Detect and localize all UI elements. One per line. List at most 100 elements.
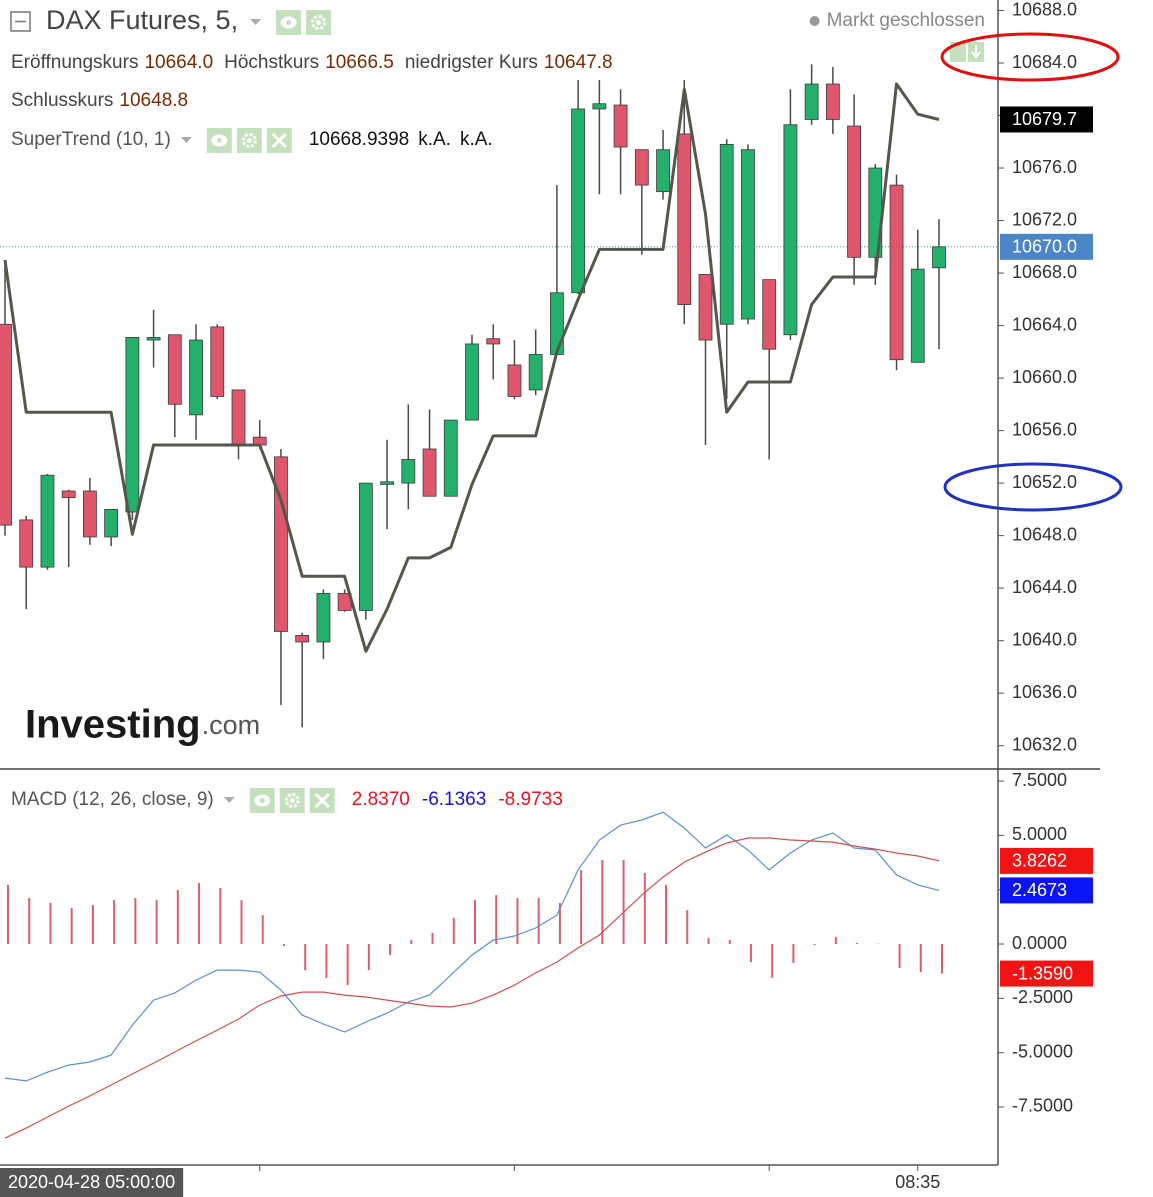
candle-body	[61, 490, 76, 498]
gear-hub	[289, 798, 295, 803]
y-tick-label: 0.0000	[1012, 933, 1067, 953]
y-tick-label: 10668.0	[1012, 262, 1077, 282]
gear-icon	[284, 793, 300, 808]
candle-body	[231, 389, 246, 446]
eye-pupil	[259, 798, 265, 803]
macd-line	[4, 837, 940, 1139]
legend-label: Schlusskurs	[11, 90, 113, 111]
indicator-button[interactable]	[206, 128, 232, 153]
red-highlight-ellipse	[940, 32, 1120, 82]
candle-body	[889, 184, 904, 361]
y-tick-label: 10648.0	[1012, 524, 1077, 544]
candle-body	[762, 279, 777, 350]
indicator-button[interactable]	[249, 788, 275, 813]
y-tick-label: 10652.0	[1012, 472, 1077, 492]
indicator-readout: k.A.	[418, 129, 451, 150]
price-label-box	[1000, 106, 1093, 133]
eye-pupil	[286, 20, 292, 25]
candle-body	[40, 474, 55, 568]
price-label: 2.4673	[1012, 880, 1067, 900]
supertrend-line	[3, 82, 940, 653]
y-tick-label: -2.5000	[1012, 987, 1073, 1007]
indicator-button[interactable]	[306, 10, 332, 35]
price-label: 3.8262	[1012, 851, 1067, 871]
down-arrow-icon	[971, 45, 981, 59]
candle-body	[656, 149, 670, 193]
candle-body	[486, 338, 501, 345]
indicator-button[interactable]	[309, 788, 335, 813]
candle-body	[316, 592, 331, 643]
y-tick-label: 10656.0	[1012, 419, 1077, 439]
candle-body	[465, 343, 479, 421]
y-tick-label: 10688.0	[1012, 0, 1077, 19]
indicator-button[interactable]	[266, 128, 292, 153]
candle-body	[847, 125, 861, 258]
candle-body	[528, 354, 543, 391]
chart-title: DAX Futures, 5,	[46, 5, 238, 35]
y-tick-label: 10644.0	[1012, 577, 1077, 597]
corner-button[interactable]	[950, 42, 966, 62]
indicator-button[interactable]	[276, 10, 302, 35]
y-tick-label: 10664.0	[1012, 314, 1077, 334]
legend-label: Eröffnungskurs	[11, 52, 138, 73]
dropdown-arrow[interactable]	[223, 797, 235, 803]
candle-body	[550, 292, 564, 355]
indicator-button[interactable]	[279, 788, 305, 813]
y-tick-label: -7.5000	[1012, 1096, 1073, 1116]
candle-body	[571, 108, 586, 294]
y-tick-label: 5.0000	[1012, 824, 1067, 844]
candle-body	[592, 103, 607, 110]
market-status: Markt geschlossen	[827, 10, 985, 31]
candle-body	[358, 482, 373, 611]
candle-body	[741, 149, 755, 320]
price-label-box	[1000, 877, 1093, 904]
price-label: 10679.7	[1012, 109, 1077, 129]
candle-body	[295, 635, 310, 643]
y-tick-label: 10632.0	[1012, 734, 1077, 754]
y-tick-label: 10636.0	[1012, 682, 1077, 702]
candle-body	[125, 336, 140, 513]
candle-body	[932, 246, 946, 269]
candle-body	[146, 336, 161, 341]
candle-body	[634, 149, 649, 186]
candle-body	[804, 83, 819, 120]
y-tick-label: 10684.0	[1012, 52, 1077, 72]
indicator-readout: -8.9733	[498, 789, 562, 810]
y-tick-label: 10660.0	[1012, 367, 1077, 387]
x-label-box	[0, 1168, 184, 1197]
candle-body	[0, 323, 12, 526]
candle-body	[401, 459, 416, 484]
candle-body	[613, 104, 628, 148]
gear-icon	[241, 133, 257, 148]
candle-body	[19, 519, 34, 568]
legend-value: 10666.5	[325, 52, 394, 73]
indicator-button[interactable]	[236, 128, 262, 153]
candle-body	[210, 326, 225, 397]
price-label: -1.3590	[1012, 963, 1073, 983]
gear-hub	[246, 138, 252, 143]
candle-body	[104, 508, 119, 538]
dropdown-arrow[interactable]	[180, 137, 192, 143]
blue-highlight-ellipse	[943, 462, 1123, 512]
candle-body	[910, 268, 925, 363]
close-icon	[314, 792, 330, 809]
candle-body	[422, 448, 437, 497]
x-tick-label: 08:35	[895, 1172, 940, 1192]
candle-body	[274, 456, 288, 632]
y-tick-label: -5.0000	[1012, 1041, 1073, 1061]
legend-value: 10647.8	[544, 52, 613, 73]
watermark-suffix: .com	[202, 710, 261, 740]
indicator-name: SuperTrend (10, 1)	[11, 129, 171, 150]
indicator-name: MACD (12, 26, close, 9)	[11, 789, 214, 810]
price-label-box	[1000, 233, 1093, 260]
y-tick-label: 7.5000	[1012, 770, 1067, 790]
candle-body	[189, 339, 203, 416]
candle-body	[825, 83, 840, 120]
watermark: Investing	[25, 703, 201, 747]
collapse-icon[interactable]	[10, 11, 31, 32]
corner-buttons[interactable]	[950, 42, 984, 62]
candle-body	[443, 419, 458, 497]
dropdown-arrow[interactable]	[250, 19, 262, 25]
legend-value: 10648.8	[119, 90, 188, 111]
